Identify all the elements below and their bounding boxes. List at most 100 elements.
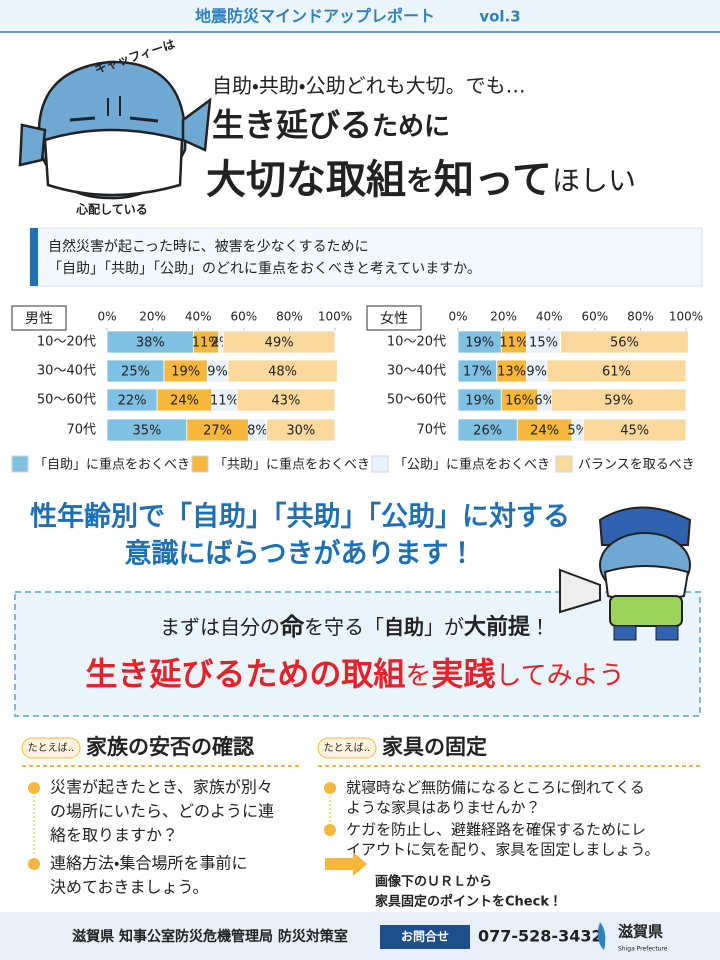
value-label: 8% xyxy=(247,424,268,439)
value-label: 11% xyxy=(192,336,221,351)
bar-segment xyxy=(227,359,338,383)
tips: たとえば‥ 家族の安否の確認災害が起きたとき、家族が別々の場所にいたら、どのように… xyxy=(21,735,703,897)
tip-tag-text: たとえば‥ xyxy=(324,742,371,754)
mascot-megaphone xyxy=(559,506,692,641)
bullet xyxy=(28,858,40,870)
value-label: 19% xyxy=(171,365,200,380)
finding-text: 性年齢別で「自助」「共助」「公助」に対する xyxy=(30,501,570,533)
value-label: 9% xyxy=(207,365,228,380)
legend-label: 「共助」に重点をおくべき xyxy=(214,457,370,473)
question-accent xyxy=(30,228,38,286)
callout-strong: 生き延びるための取組 xyxy=(85,655,405,693)
callout-text: を xyxy=(405,661,431,691)
callout-text: まずは自分の xyxy=(160,615,280,639)
value-label: 49% xyxy=(265,336,294,351)
panel-label: 女性 xyxy=(380,311,408,327)
value-label: 11% xyxy=(210,394,239,409)
x-tick-label: 0% xyxy=(448,310,467,324)
callout-strong: 実践 xyxy=(431,655,495,693)
tip-text: 災害が起きたとき、家族が別々 xyxy=(50,778,273,797)
callout-text: してみよう xyxy=(495,661,624,691)
lead-text: を xyxy=(406,164,434,197)
value-label: 25% xyxy=(121,365,150,380)
bullet xyxy=(324,782,336,794)
panel-label: 男性 xyxy=(25,311,53,327)
lead-text: ほしい xyxy=(552,164,636,197)
logo-sub: Shiga Prefecture xyxy=(618,946,668,953)
bar-segment xyxy=(236,388,336,412)
value-label: 5% xyxy=(567,424,588,439)
mascot-caption-bottom: 心配している xyxy=(75,202,148,217)
category-label: 70代 xyxy=(416,423,446,438)
value-label: 22% xyxy=(118,394,147,409)
bar-segment xyxy=(560,330,689,354)
tip-text: イアウトに気を配り、家具を固定しましょう。 xyxy=(346,841,660,859)
value-label: 15% xyxy=(529,336,558,351)
note-text: 画像下のＵＲＬから xyxy=(375,874,492,890)
x-tick-label: 100% xyxy=(318,310,352,324)
callout-strong: 命 xyxy=(279,613,305,641)
lead-strong: 大切な取組 xyxy=(206,157,406,203)
tip-text: 決めておきましょう。 xyxy=(50,878,209,897)
tip-text: の場所にいたら、どのように連 xyxy=(50,802,274,821)
bar-segment xyxy=(583,418,687,442)
question-text: 「自助」「共助」「公助」のどれに重点をおくべきと考えていますか。 xyxy=(48,261,481,277)
tip-text: 就寝時など無防備になるところに倒れてくる xyxy=(346,779,645,797)
callout-line: まずは自分の命を守る「自助」が大前提！ xyxy=(160,613,550,641)
footer-phone: 077-528-3432 xyxy=(478,927,603,946)
value-label: 26% xyxy=(473,424,502,439)
value-label: 27% xyxy=(203,424,232,439)
legend-label: 「自助」に重点をおくべき xyxy=(34,457,190,473)
value-label: 35% xyxy=(132,424,161,439)
x-tick-label: 20% xyxy=(139,310,166,324)
value-label: 45% xyxy=(620,424,649,439)
value-label: 13% xyxy=(497,365,526,380)
value-label: 43% xyxy=(272,394,301,409)
legend-swatch xyxy=(191,455,209,473)
question-text: 自然災害が起こった時に、被害を少なくするために xyxy=(48,238,369,255)
bullet xyxy=(324,824,336,836)
x-tick-label: 40% xyxy=(536,310,563,324)
tip-title: 家族の安否の確認 xyxy=(86,735,254,759)
value-label: 17% xyxy=(463,365,492,380)
tip-text: 絡を取りますか？ xyxy=(50,826,178,845)
lead-text: ために xyxy=(372,112,450,142)
legend-label: バランスを取るべき xyxy=(578,458,695,473)
category-label: 10～20代 xyxy=(37,335,96,350)
bar-segment xyxy=(266,418,336,442)
lead-strong: 知って xyxy=(434,157,552,203)
category-label: 50～60代 xyxy=(37,393,96,408)
value-label: 30% xyxy=(286,424,315,439)
header-vol: vol.3 xyxy=(479,8,520,26)
callout-text: ！ xyxy=(530,615,550,639)
panel-label-box xyxy=(366,305,422,331)
tip-title: 家具の固定 xyxy=(382,735,487,759)
lead-strong: 生き延びる xyxy=(212,106,372,144)
tip-tag-text: たとえば‥ xyxy=(28,742,75,754)
tip-text: 連絡方法・集合場所を事前に xyxy=(50,854,247,873)
bar-segment xyxy=(222,330,336,354)
legend-swatch xyxy=(371,455,389,473)
contact-label: お問合せ xyxy=(401,929,449,944)
lead-line: 生き延びるために xyxy=(212,106,450,144)
category-label: 70代 xyxy=(66,423,96,438)
value-label: 11% xyxy=(499,336,528,351)
callout-text: を守る「 xyxy=(304,615,384,639)
x-tick-label: 60% xyxy=(230,310,257,324)
value-label: 19% xyxy=(465,336,494,351)
note-arrow xyxy=(325,852,367,876)
header-band xyxy=(0,0,720,32)
x-tick-label: 40% xyxy=(185,310,212,324)
value-label: 16% xyxy=(505,394,534,409)
bullet xyxy=(28,782,40,794)
callout-line: 生き延びるための取組を実践してみよう xyxy=(85,655,624,693)
footer-office: 滋賀県 知事公室防災危機管理局 防災対策室 xyxy=(72,928,348,945)
tip-tag xyxy=(21,737,81,759)
value-label: 19% xyxy=(465,394,494,409)
callout-strong: 大前提 xyxy=(464,614,531,640)
bar-segment xyxy=(551,388,687,412)
value-label: 6% xyxy=(534,394,555,409)
callout-box xyxy=(14,591,701,717)
contact-box xyxy=(380,925,470,949)
